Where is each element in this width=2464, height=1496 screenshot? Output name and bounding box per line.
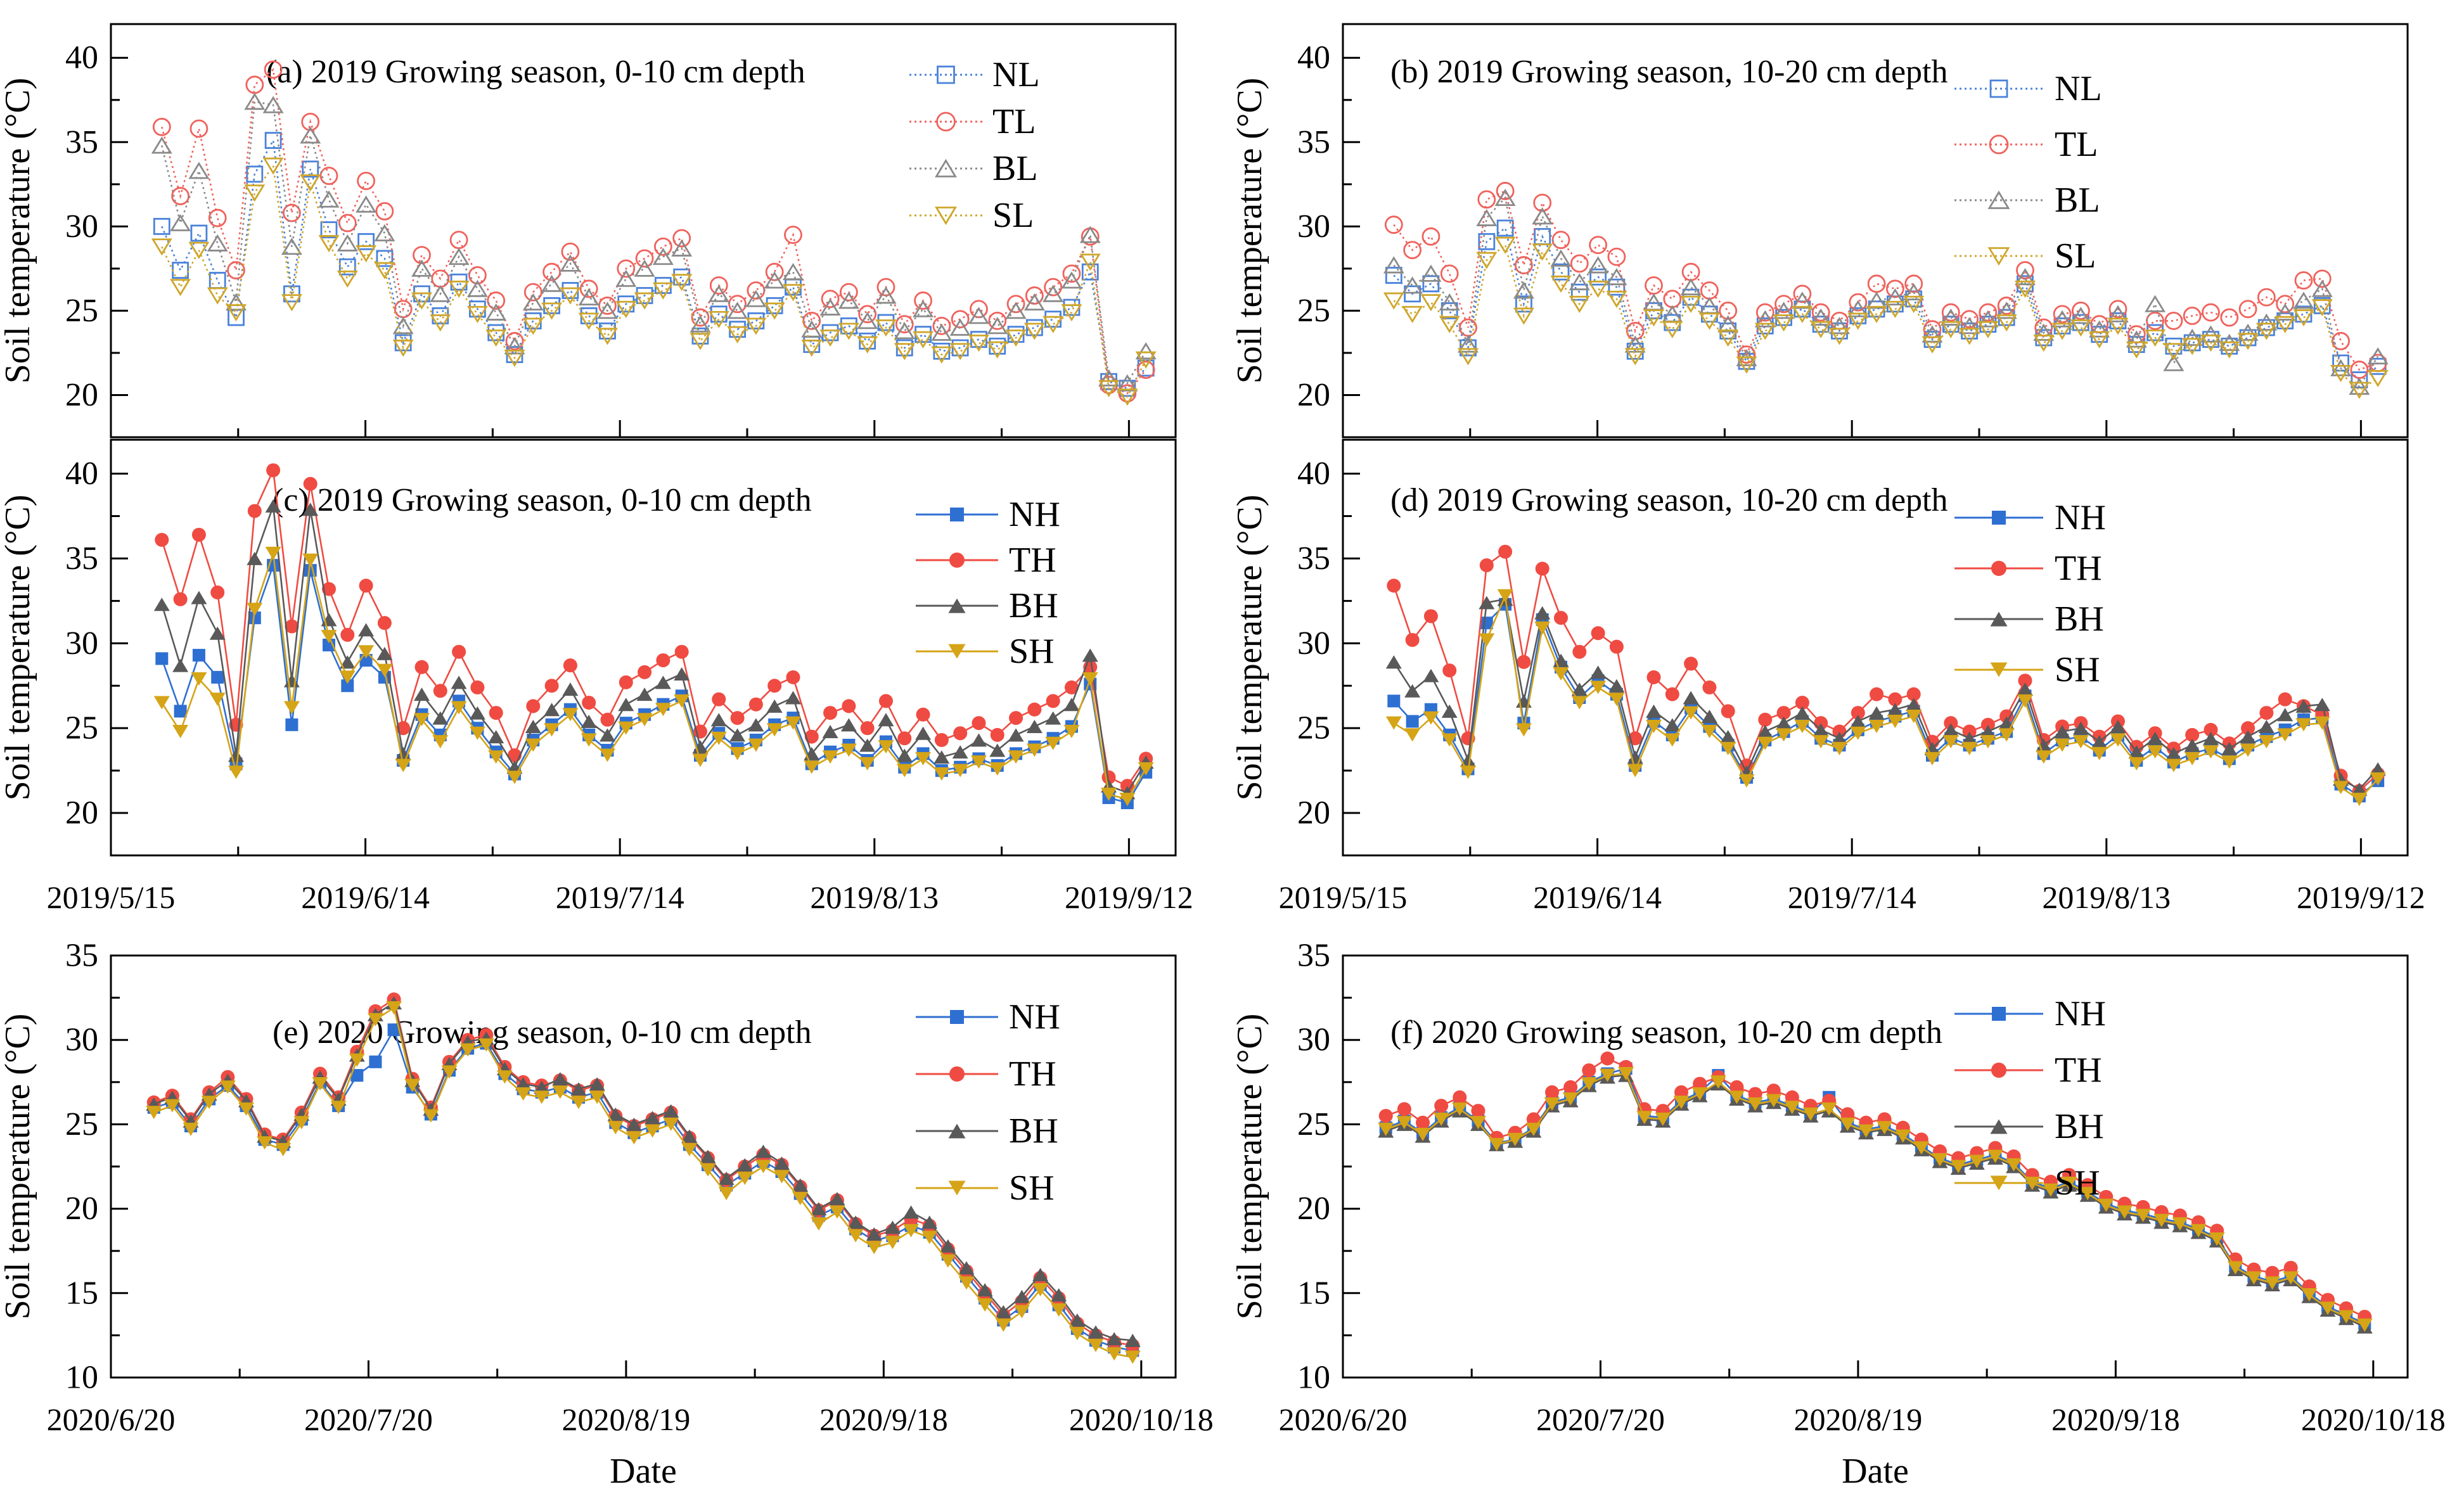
svg-text:30: 30: [1297, 625, 1330, 662]
svg-text:TH: TH: [1009, 1054, 1056, 1094]
svg-text:Soil temperature (°C): Soil temperature (°C): [1232, 495, 1269, 801]
svg-text:NH: NH: [2055, 994, 2106, 1033]
svg-text:BH: BH: [2055, 1107, 2104, 1146]
svg-text:(a) 2019 Growing season, 0-10: (a) 2019 Growing season, 0-10 cm depth: [266, 54, 805, 90]
svg-text:TH: TH: [2055, 549, 2102, 588]
svg-text:25: 25: [1297, 1106, 1330, 1142]
svg-text:2019/6/14: 2019/6/14: [301, 879, 430, 915]
svg-text:Soil temperature (°C): Soil temperature (°C): [0, 495, 37, 801]
svg-text:25: 25: [65, 710, 98, 746]
svg-text:SH: SH: [2055, 1163, 2100, 1203]
svg-text:TL: TL: [2055, 125, 2098, 164]
svg-text:SH: SH: [1009, 1168, 1055, 1208]
svg-text:20: 20: [65, 1191, 98, 1227]
svg-text:35: 35: [65, 938, 98, 974]
svg-text:30: 30: [65, 1022, 98, 1058]
svg-text:(d) 2019 Growing season, 10-20: (d) 2019 Growing season, 10-20 cm depth: [1390, 482, 1948, 518]
svg-text:NL: NL: [2055, 69, 2102, 108]
svg-text:15: 15: [1297, 1275, 1330, 1311]
svg-text:10: 10: [65, 1360, 98, 1396]
svg-text:2019/9/12: 2019/9/12: [1065, 879, 1193, 915]
svg-text:35: 35: [1297, 938, 1330, 974]
svg-text:Soil temperature (°C): Soil temperature (°C): [1232, 1014, 1269, 1320]
svg-text:BL: BL: [992, 149, 1038, 188]
svg-text:(f) 2020 Growing season, 10-20: (f) 2020 Growing season, 10-20 cm depth: [1390, 1014, 1942, 1051]
svg-text:Soil temperature (°C): Soil temperature (°C): [1232, 78, 1269, 384]
svg-text:25: 25: [65, 1106, 98, 1142]
svg-text:Soil temperature (°C): Soil temperature (°C): [0, 78, 37, 384]
svg-text:BH: BH: [1009, 586, 1058, 625]
svg-text:SL: SL: [992, 196, 1034, 235]
svg-text:25: 25: [1297, 710, 1330, 746]
svg-text:2019/9/12: 2019/9/12: [2297, 879, 2425, 915]
svg-text:30: 30: [65, 208, 98, 245]
svg-text:(b) 2019 Growing season, 10-20: (b) 2019 Growing season, 10-20 cm depth: [1390, 54, 1948, 90]
svg-text:35: 35: [1297, 124, 1330, 160]
svg-text:BH: BH: [2055, 599, 2104, 639]
svg-text:NL: NL: [992, 55, 1040, 94]
panel-c-chart: 20 25 30 35 40 2019/5/15 2019/6/14 2019/7/14 201…: [0, 438, 1193, 915]
svg-text:35: 35: [65, 540, 98, 577]
svg-text:2019/8/13: 2019/8/13: [810, 879, 939, 915]
svg-text:SL: SL: [2055, 236, 2096, 276]
svg-text:20: 20: [1297, 1191, 1330, 1227]
x-axis-title-right: Date: [1842, 1452, 1909, 1491]
svg-text:BL: BL: [2055, 181, 2100, 220]
panel-d-chart: 20 25 30 35 40 2019/5/15 2019/6/14 2019/7/14 201…: [1232, 438, 2425, 915]
panel-e-chart: 10 15 20 25 30 35 2020/6/20 2020/7/20 2020/8/19 2…: [0, 938, 1214, 1438]
svg-text:10: 10: [1297, 1360, 1330, 1396]
svg-text:20: 20: [65, 377, 98, 413]
svg-text:40: 40: [1297, 456, 1330, 492]
svg-text:BH: BH: [1009, 1111, 1058, 1151]
svg-text:2020/10/18: 2020/10/18: [1069, 1402, 1214, 1437]
svg-text:2019/7/14: 2019/7/14: [556, 879, 684, 915]
svg-text:25: 25: [1297, 293, 1330, 329]
svg-text:20: 20: [65, 795, 98, 831]
svg-text:35: 35: [1297, 540, 1330, 577]
svg-text:NH: NH: [2055, 498, 2106, 537]
svg-text:2019/8/13: 2019/8/13: [2042, 879, 2171, 915]
svg-text:TH: TH: [1009, 540, 1056, 580]
svg-text:2019/5/15: 2019/5/15: [47, 879, 176, 915]
svg-text:(c) 2019 Growing season, 0-10: (c) 2019 Growing season, 0-10 cm depth: [273, 482, 812, 518]
x-axis-title-left: Date: [610, 1452, 677, 1491]
svg-text:SH: SH: [1009, 632, 1055, 671]
svg-text:2019/7/14: 2019/7/14: [1788, 879, 1916, 915]
svg-text:TH: TH: [2055, 1051, 2102, 1090]
svg-text:35: 35: [65, 124, 98, 160]
svg-text:TL: TL: [992, 102, 1036, 141]
svg-text:SH: SH: [2055, 650, 2100, 689]
svg-text:40: 40: [65, 40, 98, 76]
svg-text:40: 40: [1297, 40, 1330, 76]
panel-f-chart: 10 15 20 25 30 35 2020/6/20 2020/7/20 2020/8/19 2…: [1232, 938, 2446, 1438]
panel-a-chart: 20 25 30 35 40 (a) 2019 Growing season, 0-10 …: [0, 23, 1177, 438]
svg-text:2020/7/20: 2020/7/20: [304, 1402, 433, 1437]
svg-text:2020/6/20: 2020/6/20: [47, 1402, 176, 1437]
svg-text:2020/9/18: 2020/9/18: [2051, 1402, 2180, 1437]
svg-text:NH: NH: [1009, 495, 1060, 534]
svg-text:30: 30: [65, 625, 98, 662]
svg-text:2020/8/19: 2020/8/19: [562, 1402, 691, 1437]
svg-text:2020/9/18: 2020/9/18: [819, 1402, 948, 1437]
svg-text:20: 20: [1297, 377, 1330, 413]
svg-text:2020/7/20: 2020/7/20: [1536, 1402, 1665, 1437]
svg-text:2020/8/19: 2020/8/19: [1794, 1402, 1923, 1437]
svg-text:2019/6/14: 2019/6/14: [1533, 879, 1662, 915]
svg-text:2020/10/18: 2020/10/18: [2301, 1402, 2446, 1437]
svg-text:(e) 2020 Growing season, 0-10: (e) 2020 Growing season, 0-10 cm depth: [273, 1014, 812, 1051]
svg-text:Soil temperature (°C): Soil temperature (°C): [0, 1014, 37, 1320]
svg-text:40: 40: [65, 456, 98, 492]
svg-text:20: 20: [1297, 795, 1330, 831]
svg-text:2020/6/20: 2020/6/20: [1279, 1402, 1408, 1437]
svg-text:NH: NH: [1009, 997, 1060, 1037]
svg-text:2019/5/15: 2019/5/15: [1279, 879, 1408, 915]
svg-text:25: 25: [65, 293, 98, 329]
panel-b-chart: 20 25 30 35 40 (b) 2019 Growing season, 10-20…: [1232, 23, 2409, 438]
svg-text:30: 30: [1297, 208, 1330, 245]
svg-text:15: 15: [65, 1275, 98, 1311]
svg-text:30: 30: [1297, 1022, 1330, 1058]
